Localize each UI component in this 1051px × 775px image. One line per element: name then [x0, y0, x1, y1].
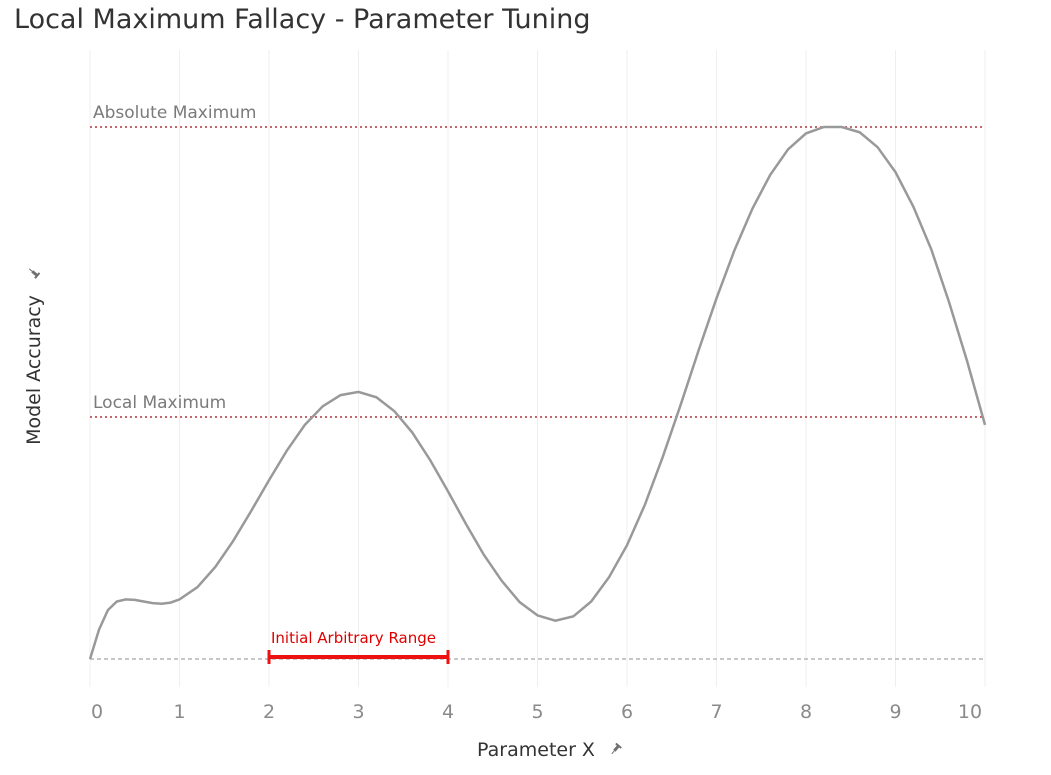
x-tick-label: 4	[442, 701, 454, 723]
x-tick-label: 5	[531, 701, 543, 723]
y-axis-pin-icon	[28, 268, 41, 279]
reference-line-label: Absolute Maximum	[93, 103, 256, 123]
accuracy-curve	[88, 125, 987, 660]
x-tick-label: 6	[621, 701, 633, 723]
x-tick-label: 10	[958, 701, 982, 723]
x-axis-ticks: 0 1 2 3 4 5 6 7 8 9 10	[91, 701, 982, 723]
x-axis-pin-icon	[611, 742, 622, 755]
x-tick-label: 9	[889, 701, 901, 723]
range-label: Initial Arbitrary Range	[271, 629, 436, 647]
grid-lines	[89, 50, 986, 687]
initial-range-annotation: Initial Arbitrary Range	[267, 629, 450, 664]
x-tick-label: 2	[263, 701, 275, 723]
reference-line-label: Local Maximum	[93, 393, 226, 413]
x-tick-label: 1	[173, 701, 185, 723]
x-axis-title: Parameter X	[477, 739, 595, 761]
x-tick-label: 3	[352, 701, 364, 723]
y-axis-title: Model Accuracy	[23, 295, 45, 445]
x-tick-label: 8	[800, 701, 812, 723]
x-tick-label: 0	[91, 701, 103, 723]
chart-title: Local Maximum Fallacy - Parameter Tuning	[14, 4, 591, 35]
x-tick-label: 7	[710, 701, 722, 723]
